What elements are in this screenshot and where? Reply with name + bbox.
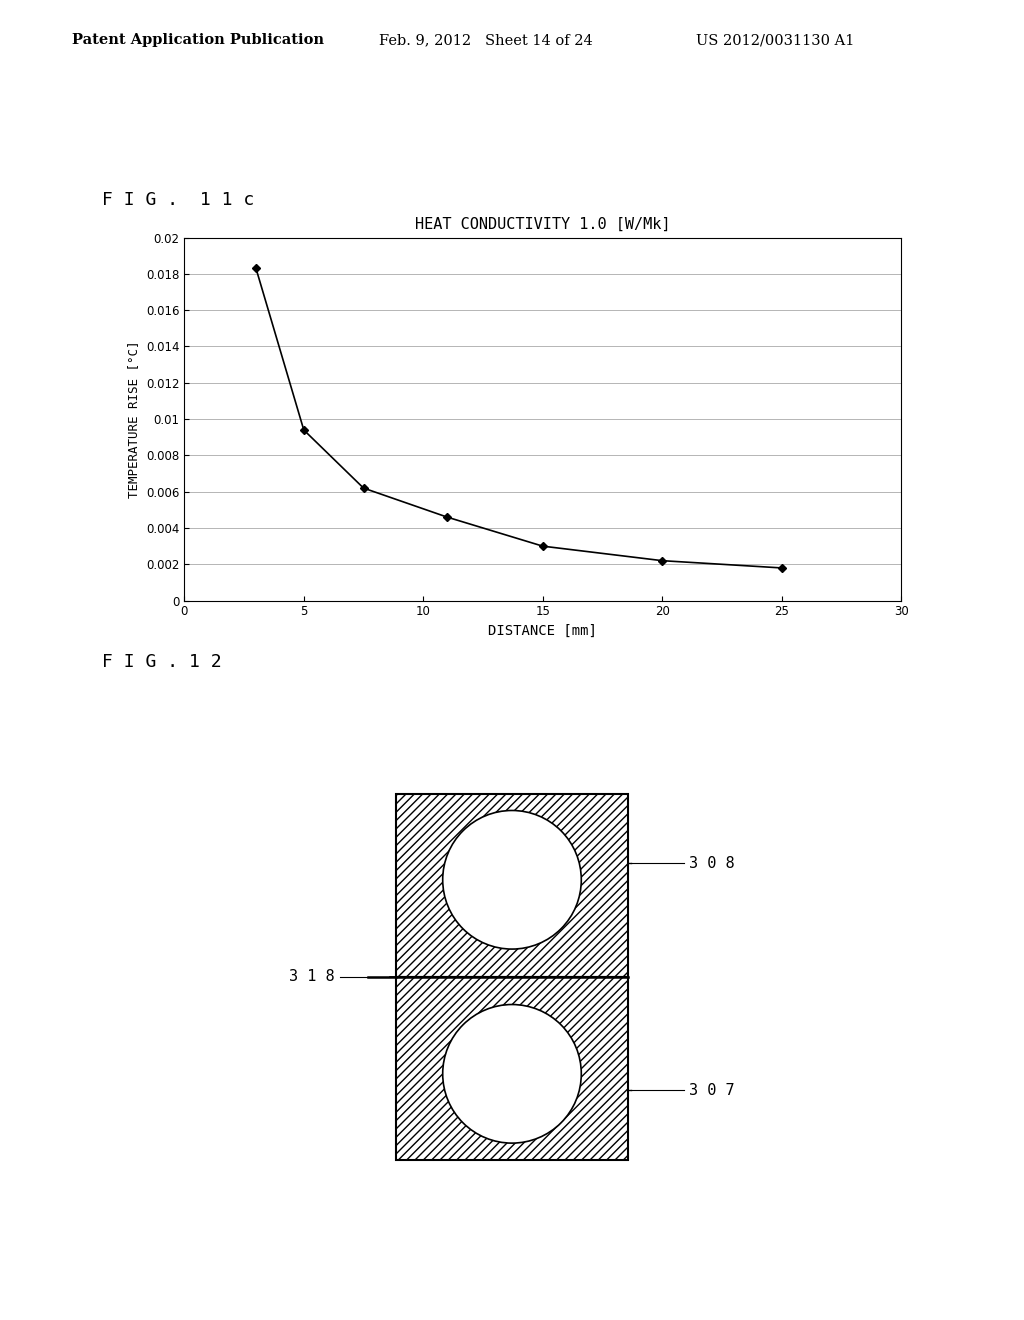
Text: 3 0 7: 3 0 7 bbox=[689, 1082, 735, 1098]
Bar bbox=[395, 793, 629, 977]
Text: Patent Application Publication: Patent Application Publication bbox=[72, 33, 324, 48]
Text: F I G . 1 2: F I G . 1 2 bbox=[102, 653, 222, 672]
Circle shape bbox=[442, 1005, 582, 1143]
Text: 3 0 8: 3 0 8 bbox=[689, 855, 735, 871]
Y-axis label: TEMPERATURE RISE [°C]: TEMPERATURE RISE [°C] bbox=[127, 341, 140, 498]
Text: F I G .  1 1 c: F I G . 1 1 c bbox=[102, 191, 255, 210]
Text: 3 1 8: 3 1 8 bbox=[289, 969, 335, 985]
Circle shape bbox=[442, 810, 582, 949]
X-axis label: DISTANCE [mm]: DISTANCE [mm] bbox=[488, 624, 597, 638]
Text: US 2012/0031130 A1: US 2012/0031130 A1 bbox=[696, 33, 855, 48]
Text: Feb. 9, 2012   Sheet 14 of 24: Feb. 9, 2012 Sheet 14 of 24 bbox=[379, 33, 593, 48]
Bar bbox=[395, 977, 629, 1160]
Title: HEAT CONDUCTIVITY 1.0 [W/Mk]: HEAT CONDUCTIVITY 1.0 [W/Mk] bbox=[415, 218, 671, 232]
